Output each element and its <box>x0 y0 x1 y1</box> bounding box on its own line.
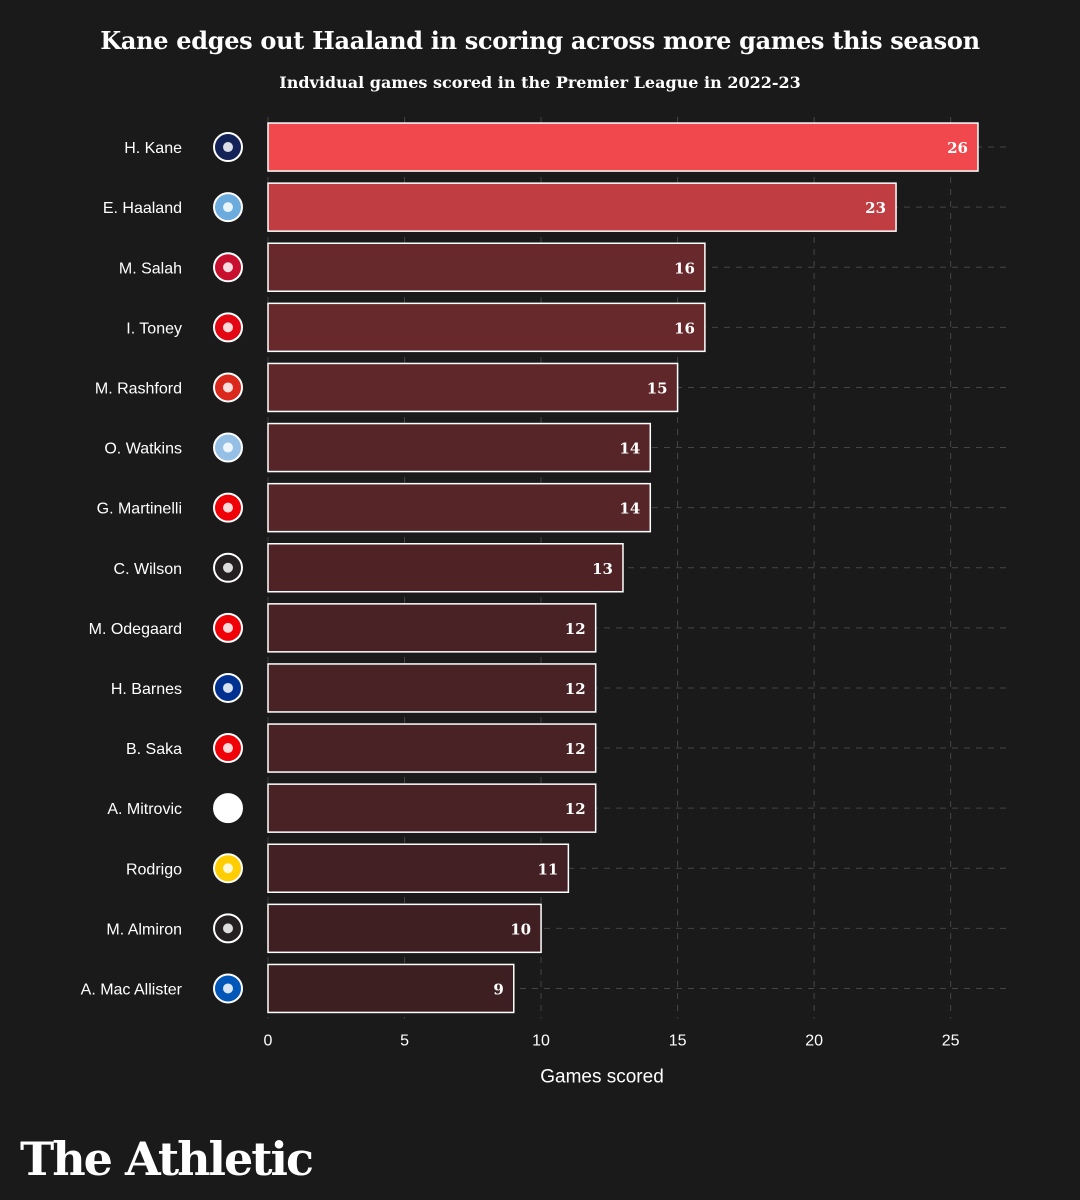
player-label: O. Watkins <box>104 441 182 458</box>
bar <box>267 663 597 713</box>
player-label: M. Almiron <box>106 921 182 938</box>
bar <box>267 362 679 413</box>
data-label: 9 <box>493 980 503 998</box>
x-tick-label: 10 <box>532 1033 550 1050</box>
chart-title: Kane edges out Haaland in scoring across… <box>100 26 980 55</box>
bar <box>267 242 706 292</box>
newcastle-crest-emblem-icon <box>223 923 233 934</box>
player-label: Rodrigo <box>126 861 182 878</box>
man-united-crest-emblem-icon <box>223 382 233 393</box>
bar <box>267 302 706 353</box>
player-label: C. Wilson <box>114 561 182 578</box>
bar <box>267 903 542 954</box>
arsenal-crest-emblem-icon <box>223 622 233 633</box>
player-label: H. Kane <box>124 140 182 157</box>
tottenham-crest-emblem-icon <box>223 142 233 153</box>
data-label: 12 <box>565 680 586 698</box>
x-tick-label: 5 <box>400 1033 409 1050</box>
player-label: A. Mac Allister <box>81 981 183 998</box>
aston-villa-crest-emblem-icon <box>223 442 233 453</box>
data-label: 16 <box>674 319 695 337</box>
data-label: 12 <box>565 620 586 638</box>
data-label: 16 <box>674 259 695 277</box>
leicester-crest-emblem-icon <box>223 682 233 693</box>
liverpool-crest-emblem-icon <box>223 262 233 273</box>
bar-chart: 26 H. Kane 23 E. Haaland 16 M. Salah 16 I. Tone… <box>81 117 1008 1088</box>
brentford-crest-emblem-icon <box>223 322 233 333</box>
player-label: A. Mitrovic <box>107 801 182 818</box>
data-label: 23 <box>865 199 886 217</box>
x-tick-label: 25 <box>942 1033 960 1050</box>
bar <box>267 182 897 232</box>
player-label: E. Haaland <box>103 200 182 217</box>
bar <box>267 482 652 533</box>
data-label: 12 <box>565 800 586 818</box>
newcastle-crest-emblem-icon <box>223 562 233 573</box>
data-label: 10 <box>510 920 531 938</box>
data-label: 11 <box>537 860 558 878</box>
bar <box>267 543 624 593</box>
chart-subtitle: Indvidual games scored in the Premier Le… <box>279 73 801 92</box>
bar <box>267 603 597 653</box>
the-athletic-logo: The Athletic <box>20 1132 314 1186</box>
player-label: M. Odegaard <box>89 621 182 638</box>
player-label: I. Toney <box>126 320 182 337</box>
data-label: 14 <box>619 500 640 518</box>
x-tick-label: 20 <box>805 1033 823 1050</box>
bar <box>267 122 979 172</box>
bar <box>267 422 652 473</box>
x-tick-label: 15 <box>669 1033 687 1050</box>
data-label: 12 <box>565 740 586 758</box>
x-axis-title: Games scored <box>540 1067 664 1088</box>
player-label: M. Rashford <box>95 380 182 397</box>
bar <box>267 963 515 1014</box>
data-label: 15 <box>647 379 668 397</box>
data-label: 14 <box>619 440 640 458</box>
bar <box>267 783 597 833</box>
man-city-crest-emblem-icon <box>223 202 233 213</box>
brighton-crest-emblem-icon <box>223 983 233 994</box>
player-label: H. Barnes <box>111 681 182 698</box>
arsenal-crest-emblem-icon <box>223 743 233 754</box>
leeds-crest-emblem-icon <box>223 863 233 874</box>
data-label: 13 <box>592 560 613 578</box>
data-label: 26 <box>947 139 968 157</box>
player-label: G. Martinelli <box>97 501 182 518</box>
x-tick-label: 0 <box>264 1033 273 1050</box>
bar <box>267 723 597 773</box>
fulham-crest-emblem-icon <box>223 803 233 814</box>
bar <box>267 843 570 893</box>
arsenal-crest-emblem-icon <box>223 502 233 513</box>
player-label: B. Saka <box>126 741 182 758</box>
player-label: M. Salah <box>119 260 182 277</box>
